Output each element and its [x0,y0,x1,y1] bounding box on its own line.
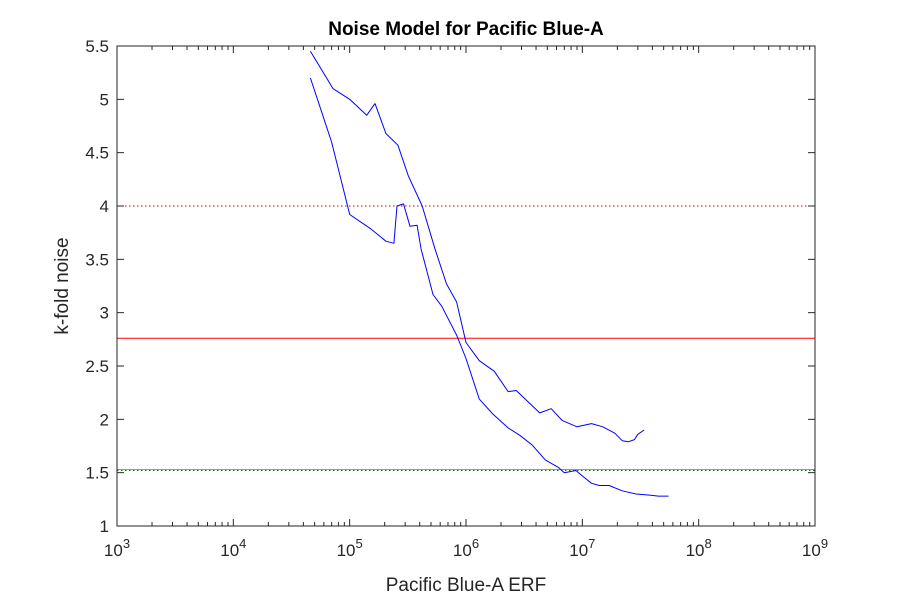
y-tick-label: 5.5 [85,37,109,56]
x-tick-label-base: 10 [569,541,588,560]
x-tick-label: 108 [686,536,712,560]
x-tick-label-base: 10 [453,541,472,560]
x-tick-label-base: 10 [104,541,123,560]
series-layer [309,51,669,497]
x-tick-label-base: 10 [220,541,239,560]
y-axis-title: k-fold noise [52,237,73,334]
x-tick-label: 104 [220,536,246,560]
x-tick-label-exponent: 8 [705,536,712,551]
tick-labels-layer: 103 104 105 106 107 108 10911.522.533.544.555.… [85,37,828,560]
reference-lines [117,205,815,472]
ticks-layer [116,45,816,527]
x-tick-label: 109 [802,536,828,560]
x-tick-label: 103 [104,536,130,560]
y-tick-label: 4 [100,197,109,216]
x-tick-label-exponent: 9 [821,536,828,551]
series-line-0 [309,51,645,443]
y-tick-label: 3.5 [85,250,109,269]
x-tick-label-exponent: 3 [123,536,130,551]
x-tick-label-exponent: 4 [239,536,246,551]
plot-area [117,46,815,526]
y-tick-label: 4.5 [85,144,109,163]
x-tick-label: 107 [569,536,595,560]
x-tick-label-exponent: 6 [472,536,479,551]
x-tick-label-exponent: 7 [588,536,595,551]
y-tick-label: 5 [100,90,109,109]
y-tick-label: 3 [100,304,109,323]
x-tick-label-exponent: 5 [356,536,363,551]
x-tick-label-base: 10 [337,541,356,560]
y-tick-label: 1.5 [85,464,109,483]
series-line-1 [309,77,669,497]
x-tick-label-base: 10 [802,541,821,560]
x-tick-label-base: 10 [686,541,705,560]
y-tick-label: 2.5 [85,357,109,376]
chart-title: Noise Model for Pacific Blue-A [328,19,604,40]
x-tick-label: 106 [453,536,479,560]
x-axis-title: Pacific Blue-A ERF [386,575,547,596]
y-tick-label: 2 [100,410,109,429]
x-tick-label: 105 [337,536,363,560]
y-tick-label: 1 [100,517,109,536]
